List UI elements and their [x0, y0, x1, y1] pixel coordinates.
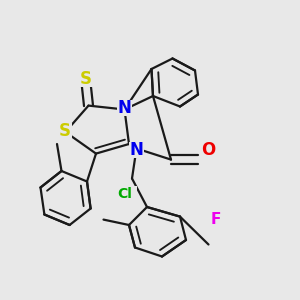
FancyBboxPatch shape	[201, 142, 216, 158]
Text: N: N	[130, 141, 143, 159]
Text: S: S	[58, 122, 70, 140]
FancyBboxPatch shape	[208, 211, 224, 227]
FancyBboxPatch shape	[78, 72, 93, 87]
Text: Cl: Cl	[117, 187, 132, 200]
FancyBboxPatch shape	[129, 142, 144, 158]
Text: S: S	[80, 70, 92, 88]
FancyBboxPatch shape	[57, 123, 72, 138]
Text: O: O	[201, 141, 216, 159]
FancyBboxPatch shape	[112, 186, 137, 201]
Text: N: N	[118, 99, 131, 117]
FancyBboxPatch shape	[117, 100, 132, 116]
Text: F: F	[211, 212, 221, 226]
